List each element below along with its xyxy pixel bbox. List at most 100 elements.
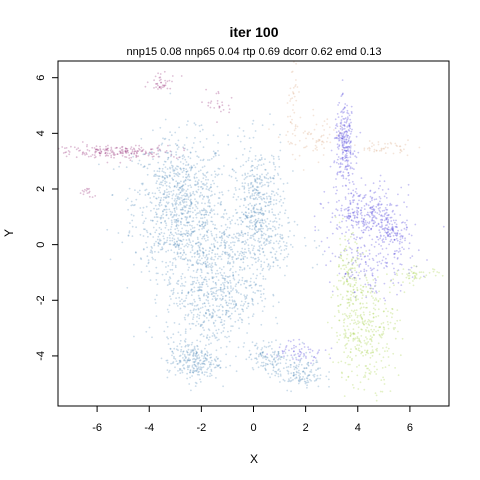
data-point xyxy=(202,198,204,200)
data-point xyxy=(185,195,188,197)
data-point xyxy=(382,376,384,379)
data-point xyxy=(128,231,131,234)
data-point xyxy=(346,271,348,273)
data-point xyxy=(161,142,164,145)
data-point xyxy=(367,367,369,370)
data-point xyxy=(211,210,213,212)
data-point xyxy=(212,363,215,366)
data-point xyxy=(340,254,342,257)
data-point xyxy=(203,321,205,323)
data-point xyxy=(155,197,158,200)
data-point xyxy=(213,204,216,207)
data-point xyxy=(261,248,264,250)
data-point xyxy=(183,144,186,146)
data-point xyxy=(349,267,352,270)
data-point xyxy=(365,365,368,367)
data-point xyxy=(164,166,167,169)
data-point xyxy=(334,127,337,130)
data-point xyxy=(172,352,175,355)
data-point xyxy=(385,218,388,221)
data-point xyxy=(358,220,360,223)
data-point xyxy=(398,145,401,148)
data-point xyxy=(142,166,145,169)
data-point xyxy=(278,346,281,349)
data-point xyxy=(364,220,367,222)
data-point xyxy=(293,350,295,353)
data-point xyxy=(185,229,188,232)
data-point xyxy=(197,253,200,255)
data-point xyxy=(314,226,317,228)
data-point xyxy=(203,213,206,216)
data-point xyxy=(221,232,223,235)
data-point xyxy=(342,159,344,161)
data-point xyxy=(166,168,169,170)
data-point xyxy=(304,130,306,133)
data-point xyxy=(187,292,190,294)
data-point xyxy=(247,244,250,247)
data-point xyxy=(260,348,263,351)
data-point xyxy=(158,189,161,192)
data-point xyxy=(208,313,211,315)
data-point xyxy=(187,173,190,176)
data-point xyxy=(392,234,395,237)
data-point xyxy=(315,369,317,371)
data-point xyxy=(138,144,141,147)
data-point xyxy=(254,218,257,221)
data-point xyxy=(340,360,343,363)
data-point xyxy=(271,190,273,193)
data-point xyxy=(153,244,156,247)
data-point xyxy=(218,338,220,341)
data-point xyxy=(273,357,276,360)
data-point xyxy=(337,148,340,150)
data-point xyxy=(234,285,237,288)
data-point xyxy=(342,111,344,114)
data-point xyxy=(390,227,393,230)
data-point xyxy=(283,355,285,358)
data-point xyxy=(259,240,262,243)
data-point xyxy=(145,229,148,232)
data-point xyxy=(192,314,195,316)
data-point xyxy=(165,241,168,244)
data-point xyxy=(359,237,362,240)
data-point xyxy=(393,253,396,255)
data-point xyxy=(371,212,373,215)
data-point xyxy=(181,289,184,292)
data-point xyxy=(259,219,262,222)
data-point xyxy=(357,320,359,322)
data-point xyxy=(340,95,343,97)
data-point xyxy=(176,148,179,150)
data-point xyxy=(198,281,200,284)
data-point xyxy=(105,154,108,157)
data-point xyxy=(250,204,253,207)
data-point xyxy=(218,236,221,239)
data-point xyxy=(381,225,383,228)
data-point xyxy=(351,180,354,183)
data-point xyxy=(369,343,372,345)
data-point xyxy=(213,258,215,261)
data-point xyxy=(254,344,257,347)
data-point xyxy=(207,367,210,370)
data-point xyxy=(261,213,263,215)
data-point xyxy=(200,180,203,183)
data-point xyxy=(375,279,377,282)
data-point xyxy=(222,288,225,291)
data-point xyxy=(231,307,234,310)
data-point xyxy=(171,262,174,264)
data-point xyxy=(374,308,377,311)
data-point xyxy=(363,194,366,197)
data-point xyxy=(355,135,358,138)
data-point xyxy=(260,233,263,236)
data-point xyxy=(362,354,364,357)
data-point xyxy=(411,276,414,278)
data-point xyxy=(298,380,300,382)
data-point xyxy=(199,334,202,336)
data-point xyxy=(193,230,195,233)
data-point xyxy=(305,367,308,369)
data-point xyxy=(219,321,222,324)
data-point xyxy=(214,239,217,242)
data-point xyxy=(173,175,176,178)
data-point xyxy=(221,324,224,327)
data-point xyxy=(174,131,177,134)
data-point xyxy=(197,323,200,325)
data-point xyxy=(219,203,222,206)
